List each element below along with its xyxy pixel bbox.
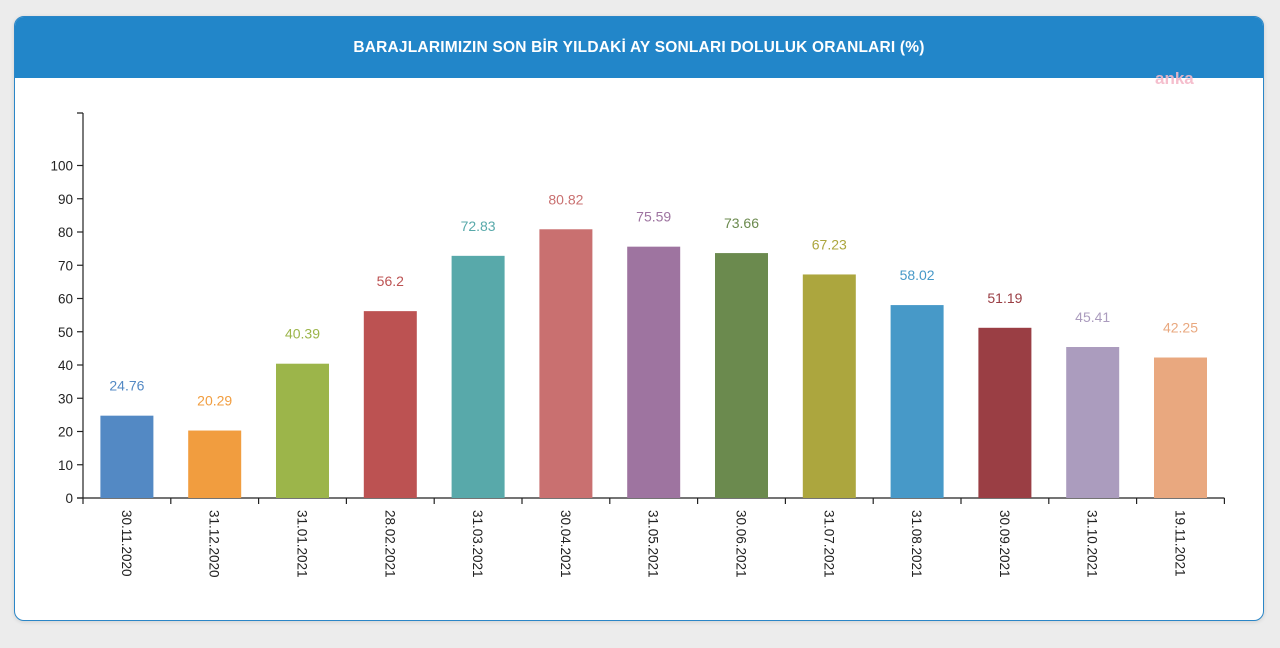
x-tick-label: 30.06.2021 xyxy=(734,510,749,578)
data-label: 58.02 xyxy=(900,267,935,283)
card-header: BARAJLARIMIZIN SON BİR YILDAKİ AY SONLAR… xyxy=(15,17,1263,78)
y-tick-label: 90 xyxy=(58,192,73,207)
bar xyxy=(1066,347,1120,498)
x-tick-label: 28.02.2021 xyxy=(382,510,397,578)
data-label: 40.39 xyxy=(285,326,320,342)
data-label: 45.41 xyxy=(1075,309,1110,325)
data-label: 75.59 xyxy=(636,209,671,225)
y-tick-label: 10 xyxy=(58,458,73,473)
x-tick-label: 31.08.2021 xyxy=(909,510,924,578)
y-tick-label: 0 xyxy=(65,491,73,506)
data-label: 20.29 xyxy=(197,393,232,409)
x-tick-label: 31.03.2021 xyxy=(470,510,485,578)
x-tick-label: 31.10.2021 xyxy=(1085,510,1100,578)
x-tick-label: 31.01.2021 xyxy=(295,510,310,578)
y-tick-label: 100 xyxy=(50,159,73,174)
bar xyxy=(451,255,505,498)
data-label: 80.82 xyxy=(548,191,583,207)
x-tick-label: 30.09.2021 xyxy=(997,510,1012,578)
bar xyxy=(276,363,329,498)
bar xyxy=(890,305,944,498)
x-tick-label: 31.12.2020 xyxy=(207,510,222,578)
y-tick-label: 40 xyxy=(58,358,73,373)
data-label: 72.83 xyxy=(461,218,496,234)
data-label: 73.66 xyxy=(724,215,759,231)
data-label: 67.23 xyxy=(812,236,847,252)
y-tick-label: 70 xyxy=(58,258,73,273)
chart-card: BARAJLARIMIZIN SON BİR YILDAKİ AY SONLAR… xyxy=(14,16,1264,621)
data-label: 56.2 xyxy=(377,273,404,289)
x-tick-label: 31.07.2021 xyxy=(821,510,836,578)
y-tick-label: 30 xyxy=(58,391,73,406)
data-label: 42.25 xyxy=(1163,320,1198,336)
bar xyxy=(627,246,681,498)
x-tick-label: 31.05.2021 xyxy=(646,510,661,578)
bar xyxy=(363,311,417,498)
x-tick-label: 30.04.2021 xyxy=(558,510,573,578)
data-label: 24.76 xyxy=(109,378,144,394)
y-tick-label: 80 xyxy=(58,225,73,240)
watermark-logo: anka xyxy=(1155,69,1194,88)
x-tick-label: 30.11.2020 xyxy=(119,510,134,577)
x-tick-label: 19.11.2021 xyxy=(1173,510,1188,577)
bar-chart: 0 10 20 30 40 50 60 70 80 90 100 24.76 30.11.2020 20.… xyxy=(50,112,1226,578)
bar xyxy=(1154,357,1207,498)
y-tick-label: 50 xyxy=(58,325,73,340)
bar xyxy=(100,415,154,498)
chart-title: BARAJLARIMIZIN SON BİR YILDAKİ AY SONLAR… xyxy=(353,38,925,56)
bar xyxy=(539,229,593,498)
data-label: 51.19 xyxy=(987,290,1022,306)
bar xyxy=(802,274,856,498)
bar xyxy=(715,253,768,498)
y-tick-label: 60 xyxy=(58,292,73,307)
bar xyxy=(978,327,1032,498)
bar xyxy=(188,430,242,498)
y-tick-label: 20 xyxy=(58,425,73,440)
